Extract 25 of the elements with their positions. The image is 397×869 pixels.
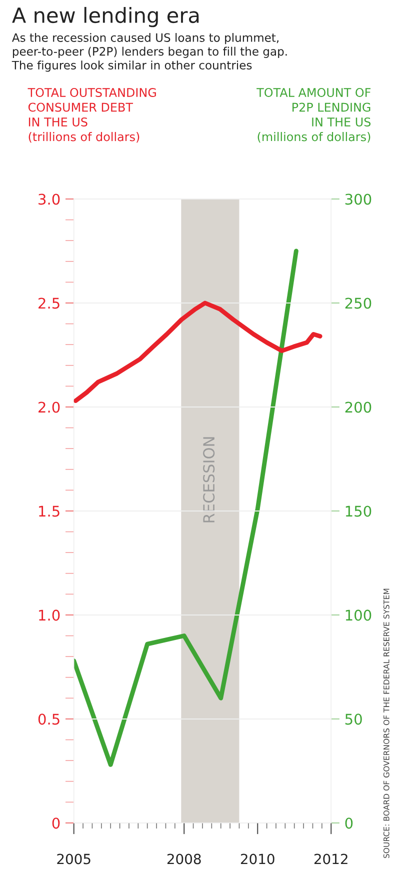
x-tick-label: 2005 bbox=[57, 854, 90, 864]
y-tick-label: 0 bbox=[52, 818, 60, 829]
y-tick-label: 1.5 bbox=[39, 506, 60, 517]
y-axis-title: TOTAL OUTSTANDING CONSUMER DEBT IN THE US (trillions of dollars) bbox=[28, 88, 156, 143]
y-tick-label: 1.0 bbox=[39, 610, 60, 621]
x-tick-label: 2012 bbox=[314, 854, 348, 864]
line-series bbox=[74, 300, 322, 403]
y2-tick-label: 150 bbox=[346, 506, 372, 517]
y2-tick-label: 300 bbox=[345, 194, 372, 205]
chart-subtitle: As the recession caused US loans to plummet, peer-to-peer (P2P) lenders began to fill the gap. The figures look similar in other countries bbox=[12, 33, 287, 72]
x-tick-label: 2010 bbox=[240, 854, 274, 864]
chart-title: A new lending era bbox=[12, 6, 199, 28]
y2-tick-label: 250 bbox=[345, 298, 372, 309]
y-tick-label: 2.5 bbox=[38, 298, 60, 309]
band-label: RECESSION bbox=[203, 437, 215, 522]
y-tick-label: 3.0 bbox=[38, 194, 60, 205]
y2-tick-label: 100 bbox=[346, 610, 372, 621]
y2-axis-title: TOTAL AMOUNT OF P2P LENDING IN THE US (millions of dollars) bbox=[256, 88, 371, 143]
x-tick-label: 2008 bbox=[167, 854, 201, 864]
y-tick-label: 0.5 bbox=[38, 714, 60, 725]
line-series bbox=[74, 248, 298, 767]
y2-tick-label: 0 bbox=[345, 818, 353, 829]
y-tick-label: 2.0 bbox=[38, 402, 60, 413]
y2-tick-label: 200 bbox=[345, 402, 372, 413]
y2-tick-label: 50 bbox=[345, 714, 362, 725]
